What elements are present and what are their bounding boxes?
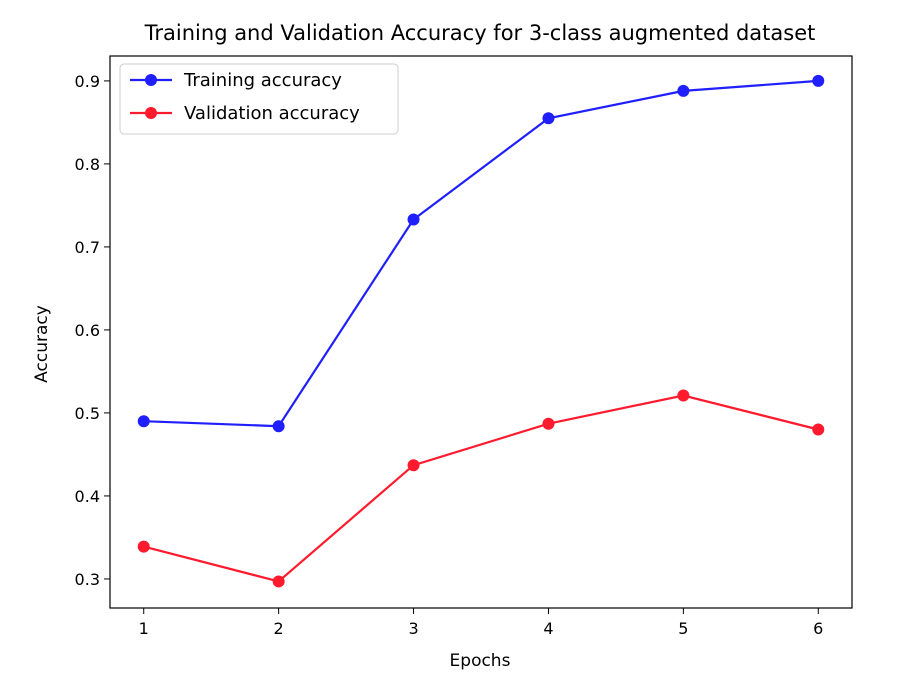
y-tick-label: 0.9 xyxy=(75,72,100,91)
series-1-point xyxy=(407,213,420,226)
y-axis-label: Accuracy xyxy=(32,305,52,383)
y-tick-label: 0.6 xyxy=(75,321,100,340)
series-line-2 xyxy=(143,394,819,583)
legend-label: Training accuracy xyxy=(183,70,342,91)
series-1-point xyxy=(812,74,825,87)
series-2-point xyxy=(407,459,420,472)
series-2-point xyxy=(272,575,285,588)
series-1-point xyxy=(677,84,690,97)
x-tick-label: 1 xyxy=(139,619,149,638)
x-tick-label: 4 xyxy=(543,619,553,638)
legend-swatch-marker xyxy=(145,74,157,86)
series-1-point xyxy=(137,415,150,428)
legend: Training accuracy Validation accuracy xyxy=(119,63,399,135)
legend-box xyxy=(119,63,399,135)
y-tick-label: 0.5 xyxy=(75,404,100,423)
x-tick-label: 3 xyxy=(408,619,418,638)
series-2-point xyxy=(677,389,690,402)
y-tick-label: 0.7 xyxy=(75,238,100,257)
y-tick-label: 0.8 xyxy=(75,155,100,174)
x-tick-label: 5 xyxy=(678,619,688,638)
plot-frame xyxy=(109,55,853,609)
x-tick-label: 2 xyxy=(274,619,284,638)
y-tick-label: 0.3 xyxy=(75,570,100,589)
series-1-point xyxy=(272,420,285,433)
legend-label: Validation accuracy xyxy=(184,103,360,124)
series-2-point xyxy=(542,417,555,430)
plot-area: 1 2 3 4 5 6 0.3 0.4 0.5 0.6 0.7 0.8 0.9 xyxy=(75,55,853,638)
x-axis-label: Epochs xyxy=(450,651,511,671)
series-2-point xyxy=(812,423,825,436)
y-tick-label: 0.4 xyxy=(75,487,100,506)
series-2-point xyxy=(137,540,150,553)
x-tick-label: 6 xyxy=(813,619,823,638)
chart-title: Training and Validation Accuracy for 3-c… xyxy=(144,21,816,45)
legend-swatch-marker xyxy=(145,107,157,119)
series-line-1 xyxy=(143,79,819,428)
series-1-point xyxy=(542,112,555,125)
